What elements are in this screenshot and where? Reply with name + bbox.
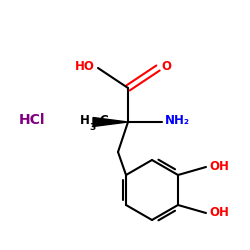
Text: O: O xyxy=(161,60,171,72)
Text: C: C xyxy=(99,114,108,128)
Text: OH: OH xyxy=(209,160,229,172)
Text: HO: HO xyxy=(75,60,95,72)
Text: H: H xyxy=(80,114,90,128)
Text: HCl: HCl xyxy=(19,113,45,127)
Text: 3: 3 xyxy=(89,122,95,132)
Polygon shape xyxy=(93,118,128,126)
Text: NH₂: NH₂ xyxy=(165,114,190,126)
Text: OH: OH xyxy=(209,206,229,218)
